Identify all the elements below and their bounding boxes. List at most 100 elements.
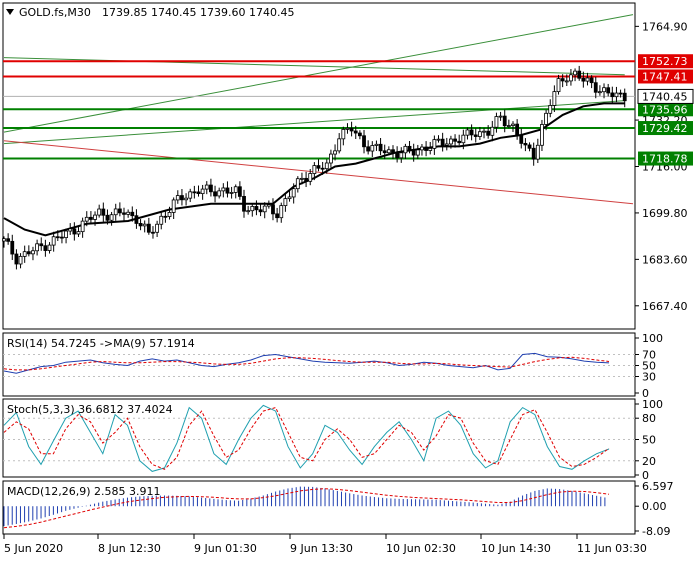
- candle-body: [262, 205, 267, 213]
- candle-body: [138, 223, 143, 227]
- candle-body: [155, 223, 160, 233]
- y-tick-label: 1764.90: [642, 20, 688, 33]
- candle-body: [357, 132, 362, 137]
- candle-body: [424, 146, 428, 151]
- y-tick-label: 1699.80: [642, 207, 688, 220]
- candle-body: [411, 149, 416, 156]
- candle-body: [101, 208, 106, 216]
- candle-body: [113, 208, 118, 216]
- candle-body: [68, 228, 73, 232]
- level-tag: [638, 54, 693, 69]
- candle-body: [209, 184, 213, 193]
- level-tag: [638, 151, 693, 166]
- candle-body: [544, 112, 548, 125]
- candle-body: [18, 255, 23, 265]
- candle-body: [618, 92, 623, 95]
- level-label: 1718.78: [642, 153, 688, 166]
- candle-body: [473, 134, 478, 137]
- candle-body: [370, 145, 375, 152]
- candle-body: [399, 152, 404, 159]
- candle-body: [14, 253, 19, 265]
- candle-body: [159, 215, 164, 225]
- stoch-panel: [2, 398, 636, 478]
- level-label: 1729.42: [642, 122, 688, 135]
- y-tick-label: 50: [642, 360, 656, 373]
- series-line-0: [3, 352, 610, 374]
- y-tick-label: 50: [642, 434, 656, 447]
- candle-body: [213, 191, 217, 197]
- candle-body: [312, 165, 317, 174]
- candle-body: [175, 195, 180, 201]
- y-tick-label: 100: [642, 332, 663, 345]
- candle-body: [564, 80, 569, 83]
- candle-body: [295, 178, 300, 190]
- candle-body: [233, 186, 238, 193]
- chart-menu-triangle-icon[interactable]: [6, 9, 14, 15]
- candle-body: [395, 152, 400, 159]
- chart-symbol: GOLD.fs,M30: [19, 6, 91, 19]
- candle-body: [304, 177, 308, 182]
- candle-body: [80, 220, 85, 233]
- candle-body: [31, 250, 35, 255]
- candle-body: [47, 244, 52, 251]
- candle-body: [523, 142, 528, 146]
- level-tag: [638, 69, 693, 84]
- candle-body: [337, 138, 342, 152]
- candle-body: [72, 228, 77, 235]
- candle-body: [345, 127, 350, 130]
- candle-body: [184, 197, 188, 201]
- candle-body: [283, 198, 288, 207]
- candle-body: [237, 186, 242, 197]
- x-tick-label: 10 Jun 02:30: [386, 542, 456, 555]
- candle-body: [602, 87, 606, 93]
- candle-body: [432, 139, 437, 149]
- candle-body: [291, 188, 296, 198]
- stoch-title: Stoch(5,3,3) 36.6812 37.4024: [7, 403, 173, 416]
- y-tick-label: 1683.60: [642, 253, 688, 266]
- candle-body: [6, 238, 11, 242]
- candle-body: [585, 77, 590, 82]
- candle-body: [229, 192, 234, 194]
- candle-body: [440, 138, 445, 146]
- candle-body: [593, 82, 598, 93]
- candle-body: [622, 92, 627, 102]
- candle-body: [51, 236, 56, 246]
- candle-body: [573, 70, 577, 76]
- candle-body: [151, 231, 155, 234]
- candle-body: [258, 209, 263, 213]
- candle-body: [97, 208, 102, 216]
- candle-body: [26, 251, 31, 255]
- candle-body: [142, 223, 147, 227]
- y-tick-label: 1667.40: [642, 300, 688, 313]
- level-tag: [638, 102, 693, 117]
- candle-body: [403, 145, 408, 154]
- candle-body: [391, 149, 395, 154]
- candle-body: [349, 127, 354, 132]
- candle-body: [192, 191, 197, 194]
- candle-body: [126, 211, 131, 215]
- candle-body: [316, 165, 321, 169]
- candle-body: [382, 150, 387, 154]
- candle-body: [577, 70, 582, 79]
- y-tick-label: 80: [642, 412, 656, 425]
- x-tick-label: 11 Jun 03:30: [577, 542, 647, 555]
- candle-body: [614, 92, 619, 98]
- level-label: 1747.41: [642, 70, 688, 83]
- candle-body: [308, 173, 313, 182]
- candle-body: [560, 78, 565, 82]
- candle-body: [300, 177, 304, 180]
- level-tag: [638, 121, 693, 136]
- candle-body: [519, 134, 524, 144]
- candle-body: [55, 236, 60, 239]
- candle-body: [76, 231, 81, 235]
- candle-body: [444, 143, 449, 146]
- candle-body: [275, 213, 280, 219]
- level-label: 1735.96: [642, 103, 688, 116]
- candle-body: [386, 149, 391, 154]
- candle-body: [242, 196, 246, 212]
- candle-body: [511, 123, 515, 126]
- candle-body: [10, 240, 15, 255]
- candle-body: [60, 236, 64, 239]
- candle-body: [353, 130, 358, 134]
- candle-body: [506, 125, 511, 127]
